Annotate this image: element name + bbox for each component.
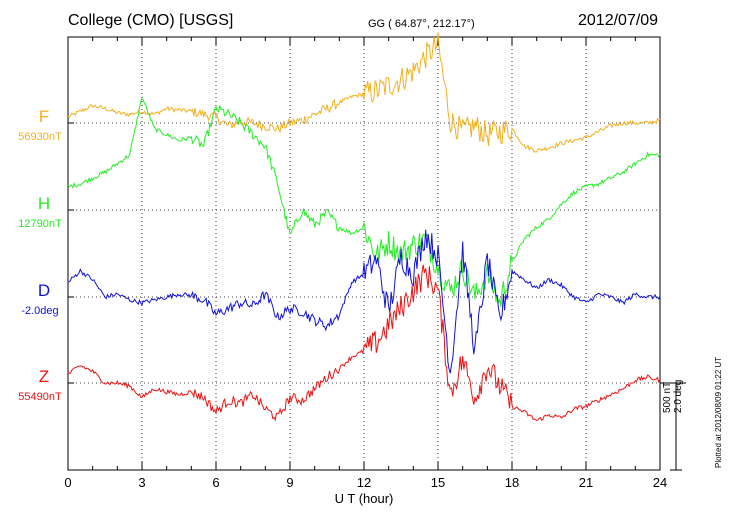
x-tick-label: 24 <box>653 475 667 490</box>
x-tick-label: 6 <box>212 475 219 490</box>
x-tick-label: 0 <box>64 475 71 490</box>
date-label: 2012/07/09 <box>578 12 659 29</box>
x-tick-label: 18 <box>505 475 519 490</box>
series-name-d: D <box>38 281 50 300</box>
x-tick-label: 15 <box>431 475 445 490</box>
plotted-timestamp: Plotted at 2012/08/09 01:22 UT <box>714 356 723 468</box>
series-line-f <box>67 32 661 153</box>
series-baseline-d: -2.0deg <box>21 305 58 317</box>
geographic-coordinates: GG ( 64.87°, 212.17°) <box>368 18 475 30</box>
x-tick-label: 9 <box>286 475 293 490</box>
station-title: College (CMO) [USGS] <box>68 12 234 29</box>
scale-label: 500 nT 2.0 deg <box>662 380 684 413</box>
series-baseline-f: 56930nT <box>18 131 62 143</box>
scale-label-deg: 2.0 deg <box>673 379 684 413</box>
series-line-h <box>67 97 661 307</box>
series-line-z <box>67 264 661 422</box>
series-name-z: Z <box>39 367 49 386</box>
series-baseline-h: 12790nT <box>18 218 62 230</box>
x-tick-label: 12 <box>357 475 371 490</box>
x-axis-label: U T (hour) <box>335 491 394 506</box>
x-tick-label: 21 <box>579 475 593 490</box>
series-baseline-z: 55490nT <box>18 391 62 403</box>
series-name-h: H <box>38 194 50 213</box>
x-tick-label: 3 <box>138 475 145 490</box>
scale-label-nt: 500 nT <box>662 381 673 413</box>
series-name-f: F <box>39 107 49 126</box>
series-line-d <box>67 229 661 374</box>
